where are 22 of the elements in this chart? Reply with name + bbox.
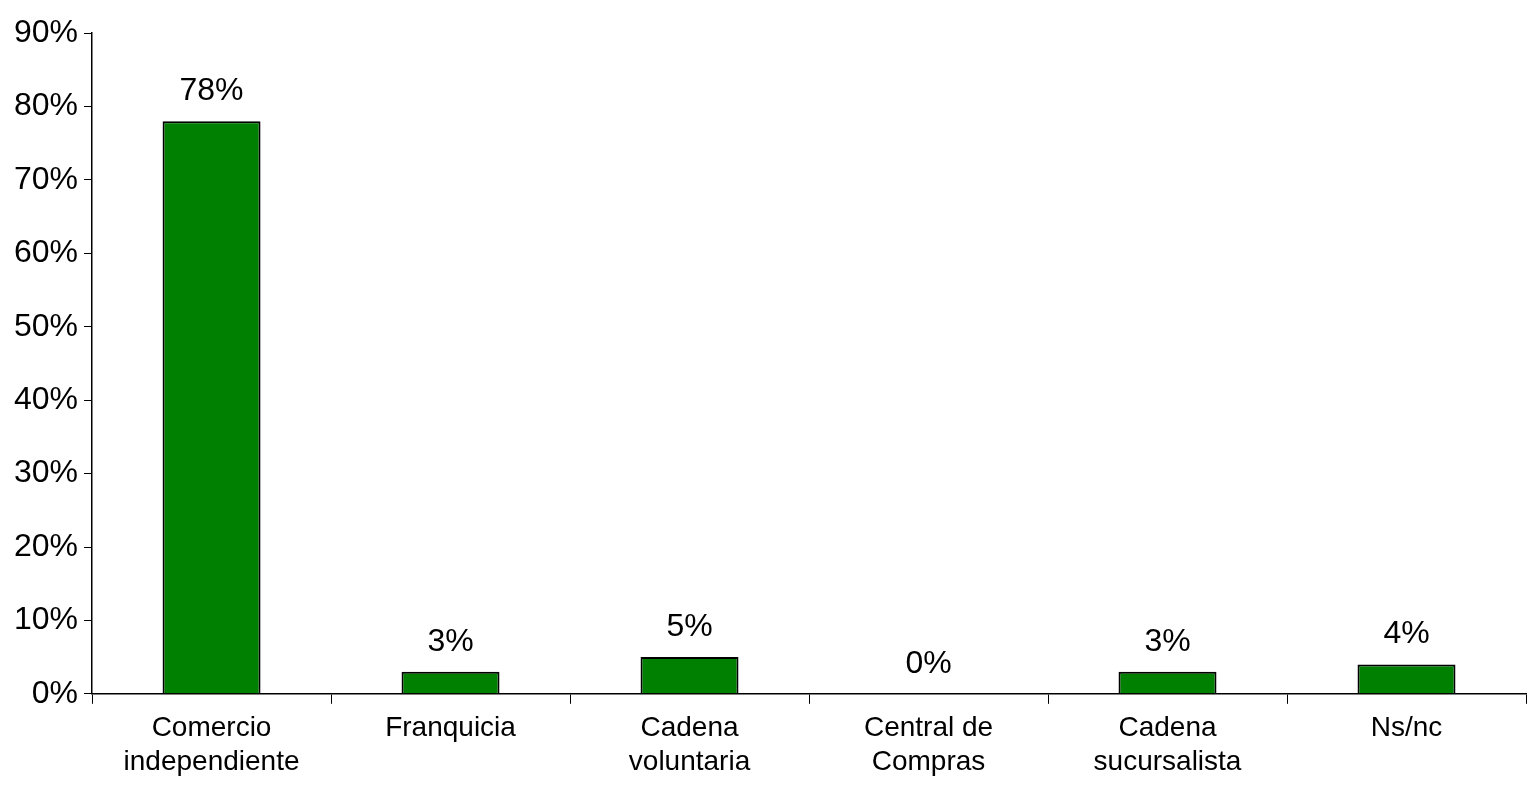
data-label: 4% xyxy=(1383,614,1430,651)
y-tick-label: 10% xyxy=(14,600,79,637)
data-label: 0% xyxy=(905,643,952,680)
y-tick-label: 60% xyxy=(14,233,79,270)
y-tick-label: 50% xyxy=(14,306,79,343)
x-tick-label: Cadena voluntaria xyxy=(628,711,751,776)
data-label: 3% xyxy=(1144,621,1191,658)
x-tick-label: Cadena sucursalista xyxy=(1093,711,1242,776)
y-tick-label: 80% xyxy=(14,86,79,123)
y-tick-label: 70% xyxy=(14,159,79,196)
x-tick-label: Ns/nc xyxy=(1370,711,1443,743)
data-label: 3% xyxy=(427,621,474,658)
y-tick-label: 90% xyxy=(14,13,79,50)
x-tick-label: Comercio independiente xyxy=(123,711,300,776)
y-tick-label: 20% xyxy=(14,526,79,563)
y-tick-label: 0% xyxy=(31,673,79,710)
x-tick-label: Franquicia xyxy=(385,711,517,743)
y-tick-label: 30% xyxy=(14,453,79,490)
y-tick-label: 40% xyxy=(14,380,79,417)
x-tick-label: Central de Compras xyxy=(863,711,994,776)
data-label: 78% xyxy=(179,71,244,108)
data-label: 5% xyxy=(666,606,713,643)
